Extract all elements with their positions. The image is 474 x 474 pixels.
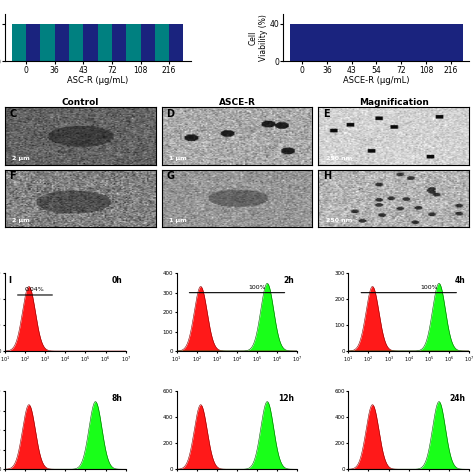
Text: 2 μm: 2 μm <box>12 156 30 161</box>
Bar <box>155 24 169 62</box>
Text: 12h: 12h <box>278 394 294 403</box>
Bar <box>438 24 451 62</box>
Text: 100%: 100% <box>248 284 266 290</box>
Text: 100%: 100% <box>420 284 438 290</box>
Text: E: E <box>323 109 329 119</box>
Text: 0h: 0h <box>111 275 122 284</box>
Bar <box>451 24 463 62</box>
Text: G: G <box>166 171 174 182</box>
Text: 1 μm: 1 μm <box>169 218 187 223</box>
Bar <box>401 24 413 62</box>
Bar <box>12 24 26 62</box>
Text: 2h: 2h <box>283 275 294 284</box>
Text: 1 μm: 1 μm <box>169 156 187 161</box>
Bar <box>83 24 98 62</box>
Text: H: H <box>323 171 331 182</box>
Text: 4h: 4h <box>455 275 465 284</box>
Text: I: I <box>9 275 11 284</box>
Bar <box>302 24 314 62</box>
Bar <box>413 24 426 62</box>
Text: 8h: 8h <box>111 394 122 403</box>
Bar <box>140 24 155 62</box>
Title: ASCE-R: ASCE-R <box>219 98 255 107</box>
Bar <box>314 24 327 62</box>
Bar <box>126 24 140 62</box>
Bar <box>327 24 339 62</box>
Title: Control: Control <box>62 98 99 107</box>
Text: F: F <box>9 171 16 182</box>
Title: Magnification: Magnification <box>359 98 429 107</box>
X-axis label: ASCE-R (μg/mL): ASCE-R (μg/mL) <box>343 76 410 85</box>
Bar <box>290 24 302 62</box>
Bar <box>389 24 401 62</box>
Text: D: D <box>166 109 174 119</box>
Bar <box>352 24 364 62</box>
Bar <box>98 24 112 62</box>
Bar <box>69 24 83 62</box>
Bar <box>426 24 438 62</box>
Bar <box>112 24 126 62</box>
Bar <box>339 24 352 62</box>
Text: 2 μm: 2 μm <box>12 218 30 223</box>
Bar <box>169 24 183 62</box>
Text: 250 nm: 250 nm <box>326 218 352 223</box>
Bar <box>55 24 69 62</box>
Bar <box>26 24 40 62</box>
Text: 0.04%: 0.04% <box>25 287 45 292</box>
Text: 24h: 24h <box>450 394 465 403</box>
Text: 250 nm: 250 nm <box>326 156 352 161</box>
Y-axis label: Cell
Viability (%): Cell Viability (%) <box>249 14 268 61</box>
Bar <box>376 24 389 62</box>
Bar <box>364 24 376 62</box>
Text: C: C <box>9 109 17 119</box>
X-axis label: ASC-R (μg/mL): ASC-R (μg/mL) <box>67 76 128 85</box>
Bar <box>40 24 55 62</box>
